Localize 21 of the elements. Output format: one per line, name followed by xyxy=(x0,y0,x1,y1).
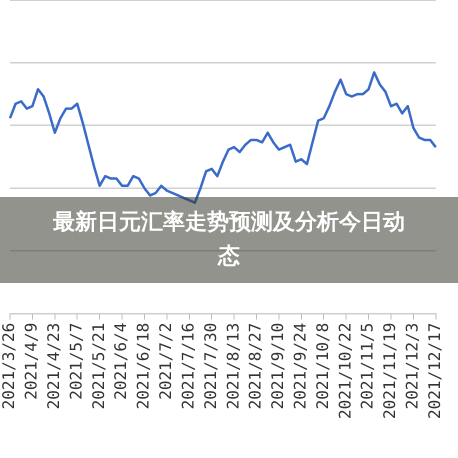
x-tick-label: 2021/7/16 xyxy=(178,322,198,410)
x-tick-label: 2021/6/18 xyxy=(134,322,153,410)
x-tick-label: 2021/5/7 xyxy=(66,322,86,400)
x-tick-label: 2021/9/24 xyxy=(290,322,310,410)
x-tick-label: 2021/4/9 xyxy=(22,322,41,400)
x-tick-label: 2021/12/17 xyxy=(424,322,444,419)
x-tick-label: 2021/5/21 xyxy=(88,322,108,410)
x-tick-label: 2021/8/27 xyxy=(246,322,265,410)
x-tick-label: 2021/7/30 xyxy=(200,322,220,410)
x-tick-label: 2021/10/8 xyxy=(312,322,332,410)
x-tick-label: 2021/3/26 xyxy=(0,322,18,410)
x-tick-label: 2021/12/3 xyxy=(402,322,422,410)
x-tick-label: 2021/6/4 xyxy=(111,322,130,400)
x-tick-label: 2021/11/5 xyxy=(358,322,377,410)
x-tick-label: 2021/4/23 xyxy=(44,322,63,410)
x-tick-label: 2021/8/13 xyxy=(223,322,242,410)
x-tick-label: 2021/7/2 xyxy=(156,322,176,400)
title-banner: 最新日元汇率走势预测及分析今日动态 xyxy=(0,197,458,283)
x-tick-label: 2021/10/22 xyxy=(335,322,354,419)
x-tick-label: 2021/11/19 xyxy=(380,322,400,419)
x-tick-label: 2021/9/10 xyxy=(268,322,288,410)
